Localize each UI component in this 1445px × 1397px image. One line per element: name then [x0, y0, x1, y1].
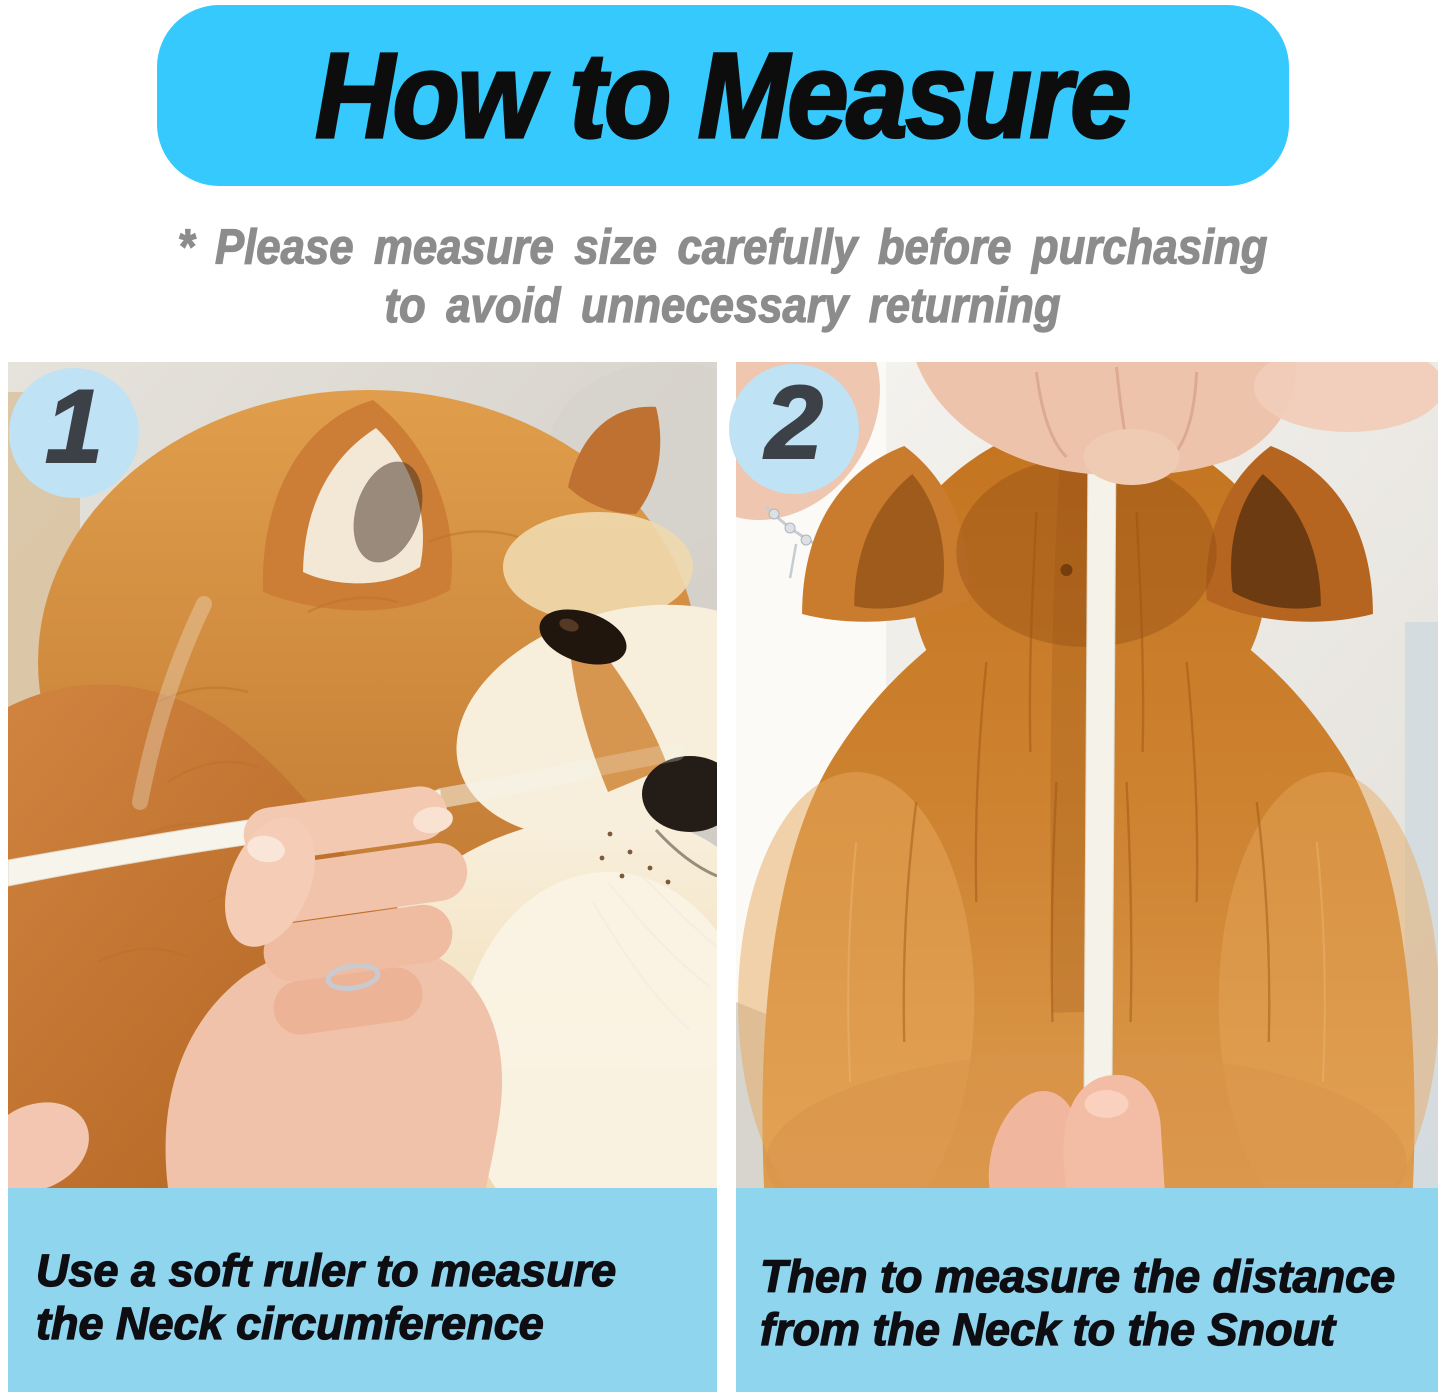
hand-holding-tape-top [916, 362, 1438, 485]
notice-line-2: to avoid unnecessary returning [384, 276, 1061, 333]
whisker-dots [599, 831, 671, 885]
dog-left-ear [802, 446, 969, 622]
steps-row: 1 Use a soft ruler to measure the Neck c… [8, 362, 1445, 1392]
step-2-photo: 2 [729, 362, 1438, 1188]
step-2-caption-line-1: Then to measure the distance [759, 1250, 1396, 1302]
thumbnail [247, 835, 285, 863]
fur-texture [902, 511, 1271, 1043]
step-1-number: 1 [44, 368, 104, 486]
measuring-tape [1082, 362, 1118, 1175]
dog-far-ear [568, 406, 661, 514]
knuckle-highlight [1084, 1090, 1129, 1118]
dog-near-ear [262, 400, 453, 611]
step-1-badge: 1 [9, 368, 139, 498]
hand-holding-tape [8, 786, 503, 1188]
fingertip [1083, 429, 1180, 485]
fingernail [413, 806, 453, 834]
step-2-caption: Then to measure the distance from the Ne… [736, 1188, 1438, 1392]
notice-line-1: * Please measure size carefully before p… [177, 218, 1268, 275]
step-1-caption-line-1: Use a soft ruler to measure [35, 1244, 617, 1296]
purchase-notice: * Please measure size carefully before p… [51, 217, 1395, 335]
second-fingertip [8, 1102, 89, 1188]
dog-eye [539, 609, 627, 665]
step-1: 1 Use a soft ruler to measure the Neck c… [8, 362, 717, 1392]
step-1-caption: Use a soft ruler to measure the Neck cir… [8, 1188, 717, 1392]
step-1-photo: 1 [8, 362, 717, 1188]
step-2: 2 Then to measure the distance from the … [729, 362, 1438, 1392]
step-2-number: 2 [764, 364, 824, 482]
header-banner: How to Measure [156, 5, 1289, 186]
step-2-caption-line-2: from the Neck to the Snout [759, 1303, 1336, 1355]
whiskers [592, 861, 717, 1031]
dog-nose [642, 756, 717, 832]
finger-ring [325, 963, 381, 991]
hand-holding-tape-bottom [988, 1074, 1165, 1188]
tape-far-side [132, 596, 212, 810]
step-2-badge: 2 [729, 364, 859, 494]
step-1-caption-line-2: the Neck circumference [35, 1297, 544, 1349]
dog-right-ear [1206, 446, 1373, 622]
dog-neck-measure-photo [8, 362, 717, 1188]
page-title: How to Measure [314, 26, 1133, 164]
dog-back-measure-photo [736, 362, 1438, 1188]
